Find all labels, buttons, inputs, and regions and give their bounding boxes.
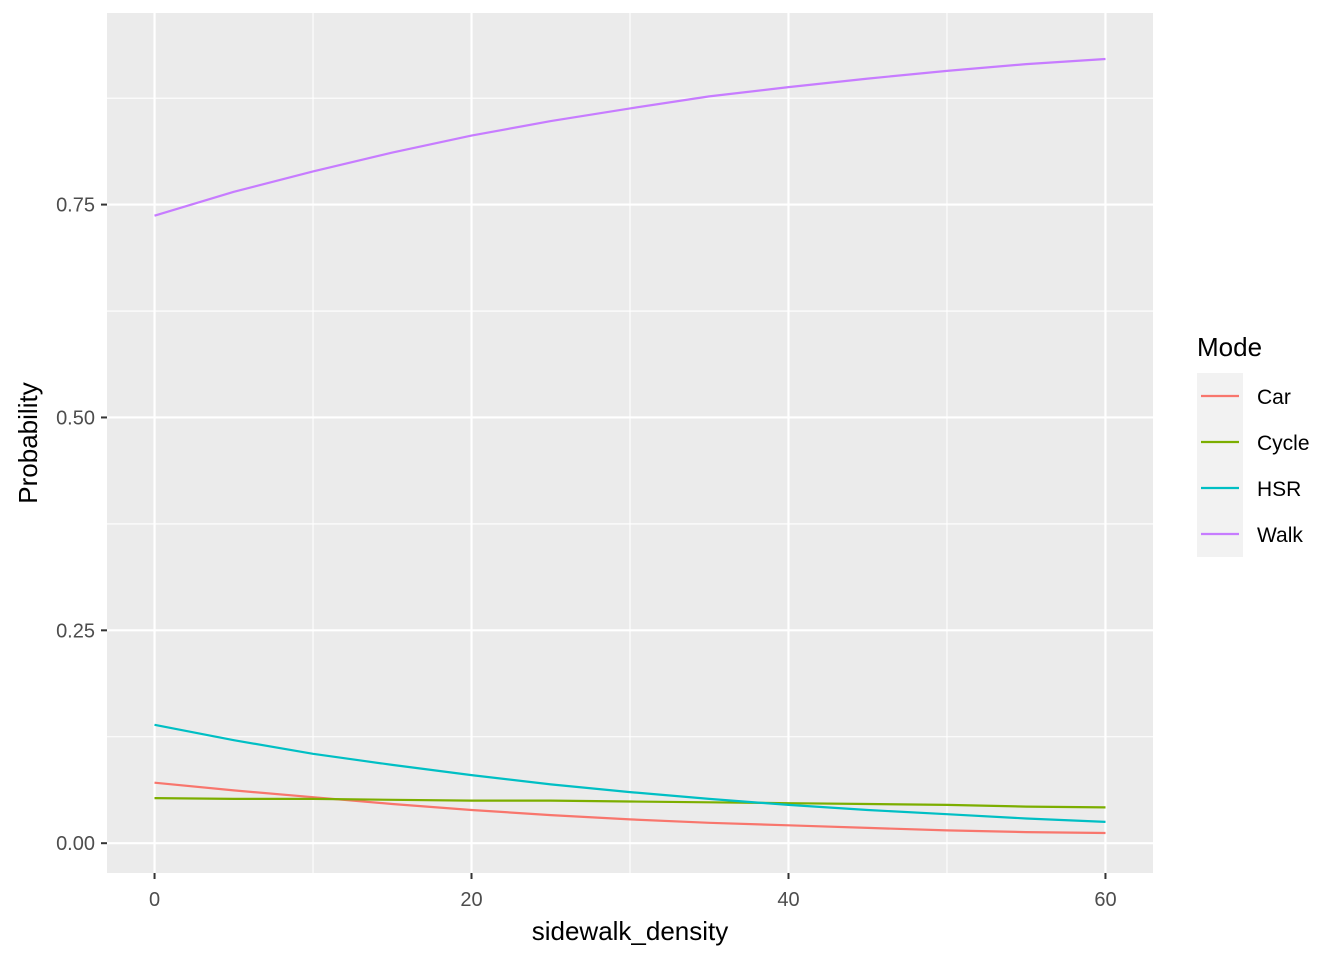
legend: Mode Car Cycle HSR Walk (1197, 332, 1310, 557)
y-tick-label: 0.25 (56, 620, 95, 642)
legend-title: Mode (1197, 332, 1262, 362)
x-tick-label: 40 (777, 889, 799, 911)
series-line-hsr (154, 723, 1106, 823)
x-axis-title: sidewalk_density (532, 916, 729, 946)
y-axis-title: Probability (13, 382, 43, 503)
series-line-car (154, 781, 1106, 835)
legend-label: Walk (1257, 524, 1303, 547)
major-gridlines (107, 13, 1153, 873)
series-line-cycle (154, 797, 1106, 809)
y-tick-label: 0.50 (56, 407, 95, 429)
series-line-walk (154, 57, 1106, 217)
series-lines (154, 57, 1106, 835)
y-tick-label: 0.00 (56, 833, 95, 855)
x-tick-label: 20 (460, 889, 482, 911)
legend-label: HSR (1257, 478, 1301, 501)
y-tick-label: 0.75 (56, 195, 95, 217)
legend-label: Cycle (1257, 432, 1310, 455)
x-axis: 0 20 40 60 (149, 873, 1117, 911)
y-axis: 0.00 0.25 0.50 0.75 (56, 195, 107, 855)
x-tick-label: 0 (149, 889, 160, 911)
legend-label: Car (1257, 386, 1291, 409)
minor-gridlines (107, 13, 1153, 873)
x-tick-label: 60 (1094, 889, 1116, 911)
